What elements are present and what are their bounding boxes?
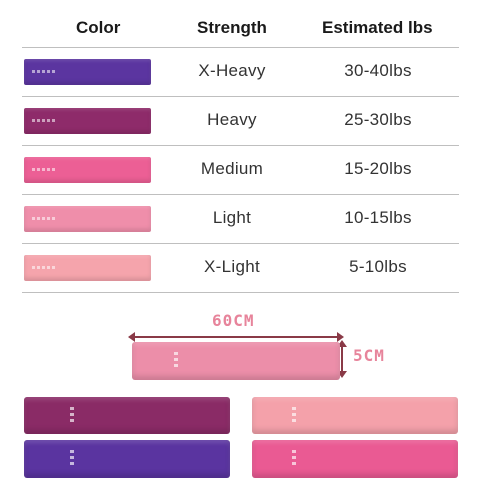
resistance-table: X-Heavy 30-40lbs Heavy 25-30lbs Medium 1…	[22, 47, 459, 293]
color-swatch	[24, 59, 151, 85]
lbs-cell: 30-40lbs	[344, 61, 412, 80]
table-row: X-Light 5-10lbs	[22, 243, 459, 293]
table-row: Light 10-15lbs	[22, 194, 459, 243]
table-row: Heavy 25-30lbs	[22, 96, 459, 145]
color-swatch	[24, 108, 151, 134]
logo-mark	[32, 217, 56, 220]
color-swatch	[24, 206, 151, 232]
hero-band-image	[132, 342, 340, 380]
logo-mark	[32, 168, 56, 171]
lbs-cell: 15-20lbs	[344, 159, 412, 178]
lbs-cell: 10-15lbs	[344, 208, 412, 227]
estimated-lbs-column-header: Estimated lbs	[322, 18, 433, 37]
logo-mark	[174, 352, 178, 370]
height-arrow-icon	[337, 340, 347, 378]
lbs-cell: 25-30lbs	[344, 110, 412, 129]
logo-mark	[292, 407, 296, 424]
color-swatch	[24, 255, 151, 281]
color-column-header: Color	[76, 18, 121, 37]
lbs-cell: 5-10lbs	[349, 257, 407, 276]
logo-mark	[70, 450, 74, 467]
strength-cell: Light	[212, 208, 252, 227]
logo-mark	[32, 70, 56, 73]
strength-cell: Medium	[200, 159, 264, 178]
logo-mark	[32, 119, 56, 122]
width-dimension-label: 60CM	[212, 311, 255, 330]
strength-column-header: Strength	[197, 18, 267, 37]
logo-mark	[70, 407, 74, 424]
table-row: X-Heavy 30-40lbs	[22, 47, 459, 96]
color-swatch	[24, 157, 151, 183]
band-image-x-light	[252, 397, 458, 434]
strength-cell: Heavy	[207, 110, 257, 129]
table-row: Medium 15-20lbs	[22, 145, 459, 194]
band-image-heavy	[24, 397, 230, 434]
height-dimension-label: 5CM	[353, 346, 385, 365]
band-image-x-heavy	[24, 440, 230, 478]
logo-mark	[32, 266, 56, 269]
band-image-medium	[252, 440, 458, 478]
logo-mark	[292, 450, 296, 467]
width-arrow-icon	[128, 332, 344, 342]
strength-cell: X-Light	[204, 257, 260, 276]
strength-cell: X-Heavy	[198, 61, 266, 80]
